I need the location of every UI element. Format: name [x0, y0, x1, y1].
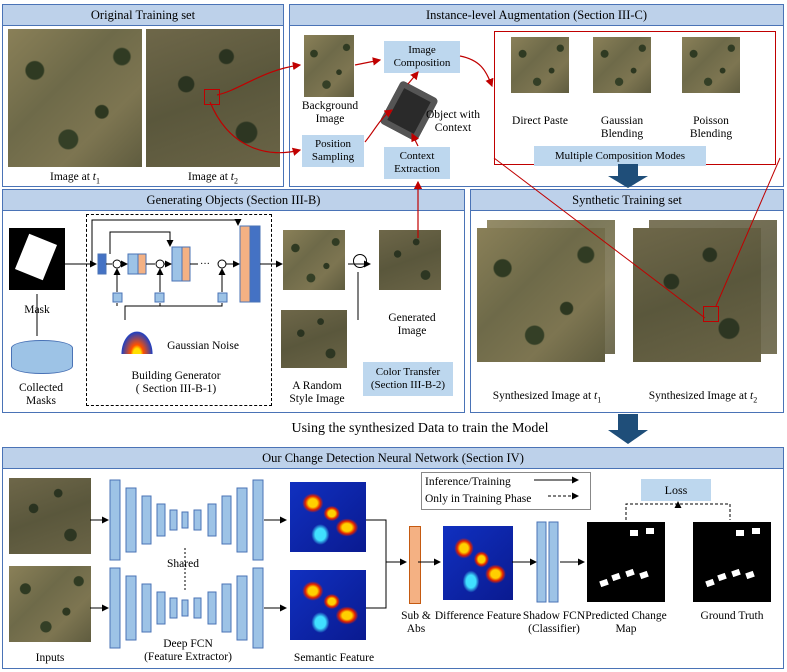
- noise-distribution: [119, 328, 155, 354]
- collected-masks-db: [11, 340, 73, 374]
- background-image: [304, 35, 354, 97]
- legend-training: Only in Training Phase: [425, 493, 532, 505]
- inputs-label: Inputs: [35, 652, 65, 664]
- collected-masks-label: Collected Masks: [18, 382, 64, 407]
- semantic-feature-1: [290, 482, 366, 552]
- image-composition-box: Image Composition: [384, 41, 460, 73]
- direct-paste-image: [511, 37, 569, 93]
- original-image-t1: [8, 29, 142, 167]
- synth-t2-label: Synthesized Image at t2: [648, 390, 758, 405]
- ground-truth-label: Ground Truth: [700, 610, 764, 622]
- shadow-fcn-layers: [536, 521, 559, 603]
- patch-highlight: [204, 89, 220, 105]
- mask-image: [9, 228, 65, 290]
- generating-objects-panel: Generating Objects (Section III-B) Mask …: [2, 189, 465, 413]
- generator-frame: [86, 214, 272, 406]
- augmentation-panel: Instance-level Augmentation (Section III…: [289, 4, 784, 187]
- position-to-object-arrow: [364, 109, 393, 143]
- deep-fcn-label: Deep FCN (Feature Extractor): [144, 638, 232, 663]
- background-to-composition-arrow: [354, 57, 382, 66]
- patch-to-background-arrow: [216, 61, 302, 96]
- shadow-fcn-label: Shadow FCN (Classifier): [522, 610, 586, 635]
- original-training-panel: Original Training set Image at t1 Image …: [2, 4, 284, 187]
- legend-box: [421, 472, 591, 510]
- random-style-image: [281, 310, 347, 368]
- synth-patch-highlight: [703, 306, 719, 322]
- image-t1-label: Image at t1: [50, 171, 100, 186]
- generated-image: [379, 230, 441, 290]
- down-arrow-to-synth: [608, 164, 648, 188]
- modes-to-synth-line2: [715, 157, 781, 307]
- context-extraction-box: Context Extraction: [384, 147, 450, 179]
- predicted-change-label: Predicted Change Map: [585, 610, 667, 635]
- legend-inference: Inference/Training: [425, 476, 511, 488]
- input-image-2: [9, 566, 91, 642]
- modes-to-synth-line1: [493, 157, 706, 319]
- gaussian-noise-label: Gaussian Noise: [167, 340, 239, 352]
- poisson-blending-label: Poisson Blending: [689, 115, 733, 140]
- network-links: [90, 476, 731, 612]
- loss-box: Loss: [641, 479, 711, 501]
- down-arrow-to-network: [608, 414, 648, 444]
- synthetic-training-title: Synthetic Training set: [471, 190, 783, 211]
- difference-feature: [443, 526, 513, 600]
- svg-text:···: ···: [200, 259, 210, 270]
- background-image-label: Background Image: [301, 100, 359, 125]
- position-sampling-box: Position Sampling: [302, 135, 364, 167]
- difference-feature-label: Difference Feature: [434, 610, 522, 622]
- gaussian-blending-label: Gaussian Blending: [600, 115, 644, 140]
- sub-abs-label: Sub & Abs: [401, 610, 431, 635]
- poisson-blending-image: [682, 37, 740, 93]
- generated-building-image: [283, 230, 345, 290]
- semantic-feature-label: Semantic Feature: [293, 652, 375, 664]
- original-image-t2: [146, 29, 280, 167]
- synth-image-t1: [477, 228, 605, 362]
- semantic-feature-2: [290, 570, 366, 640]
- shared-label: Shared: [167, 558, 199, 570]
- random-style-label: A Random Style Image: [289, 380, 345, 405]
- input-image-1: [9, 478, 91, 554]
- generated-image-label: Generated Image: [388, 312, 436, 337]
- generating-objects-title: Generating Objects (Section III-B): [3, 190, 464, 211]
- generator-links: ···: [36, 219, 371, 336]
- synth-t1-label: Synthesized Image at t1: [492, 390, 602, 405]
- building-generator-label: Building Generator( Section III-B-1): [131, 370, 221, 395]
- predicted-change-map: [587, 522, 665, 602]
- synthetic-training-panel: Synthetic Training set Synthesized Image…: [470, 189, 784, 413]
- change-map-blobs: [599, 528, 760, 588]
- direct-paste-label: Direct Paste: [512, 115, 568, 127]
- fcn-encoder-bottom: [109, 567, 264, 649]
- fcn-encoder-top: [109, 479, 264, 561]
- image-t2-label: Image at t2: [188, 171, 238, 186]
- patch-to-position-arrow: [209, 101, 302, 156]
- gaussian-blending-image: [593, 37, 651, 93]
- network-title: Our Change Detection Neural Network (Sec…: [3, 448, 783, 469]
- object-to-composition-arrow: [407, 71, 419, 85]
- composition-modes-box: Multiple Composition Modes: [534, 146, 706, 166]
- context-to-object-arrow: [411, 132, 419, 147]
- original-training-title: Original Training set: [3, 5, 283, 26]
- augmentation-title: Instance-level Augmentation (Section III…: [290, 5, 783, 26]
- composition-to-modes-arrow: [459, 55, 494, 88]
- color-transfer-box: Color Transfer (Section III-B-2): [363, 362, 453, 396]
- ground-truth-map: [693, 522, 771, 602]
- object-with-context-label: Object with Context: [426, 109, 480, 134]
- sub-abs-layer: [409, 526, 421, 604]
- middle-caption: Using the synthesized Data to train the …: [291, 421, 549, 436]
